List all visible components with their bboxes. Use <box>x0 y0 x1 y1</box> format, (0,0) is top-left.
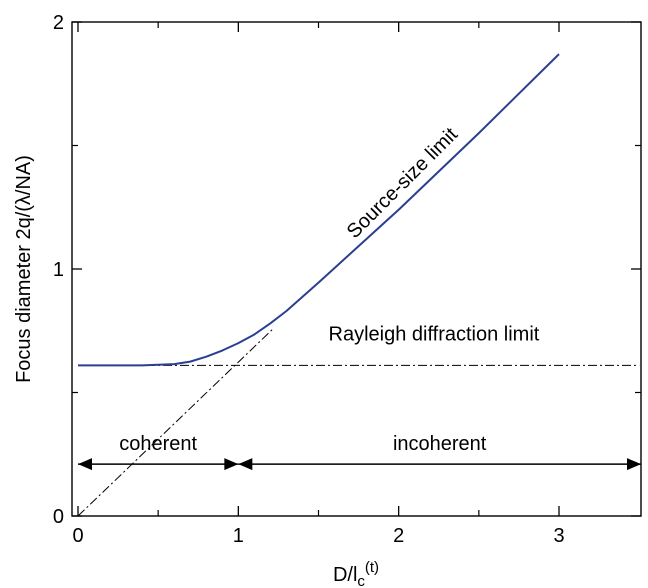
region-arrowhead-left-0 <box>78 458 92 471</box>
x-axis-title-main: D/l <box>333 564 357 586</box>
x-axis-title-superscript: (t) <box>365 559 379 576</box>
x-axis-title-subscript: c <box>357 573 365 588</box>
region-label-1: incoherent <box>393 433 487 455</box>
guide-lines <box>77 327 640 517</box>
axis-ticks <box>72 21 641 517</box>
y-tick-label-0: 0 <box>53 506 64 528</box>
x-axis-title: D/lc(t) <box>333 559 379 588</box>
region-label-0: coherent <box>119 433 197 455</box>
x-tick-label-1: 1 <box>233 525 244 547</box>
x-tick-label-2: 2 <box>393 525 404 547</box>
annotation-0: Source-size limit <box>343 123 463 243</box>
data-curves <box>78 53 560 367</box>
annotations: Source-size limit Rayleigh diffraction li… <box>329 123 540 345</box>
region-arrowhead-right-1 <box>627 458 641 471</box>
x-tick-label-3: 3 <box>553 525 564 547</box>
y-tick-label-1: 1 <box>53 259 64 281</box>
axis-tick-labels: 0 1 2 3 0 1 2 <box>53 12 565 547</box>
y-axis-title: Focus diameter 2q/(λ/NA) <box>13 155 35 383</box>
focus-diameter-curve <box>78 53 560 367</box>
guide-line-1 <box>77 327 274 517</box>
y-tick-label-2: 2 <box>53 12 64 34</box>
region-arrows: coherent incoherent <box>78 433 641 471</box>
region-arrowhead-left-1 <box>238 458 253 471</box>
region-arrowhead-right-0 <box>224 458 239 471</box>
x-tick-label-0: 0 <box>72 525 83 547</box>
annotation-1: Rayleigh diffraction limit <box>329 324 540 346</box>
